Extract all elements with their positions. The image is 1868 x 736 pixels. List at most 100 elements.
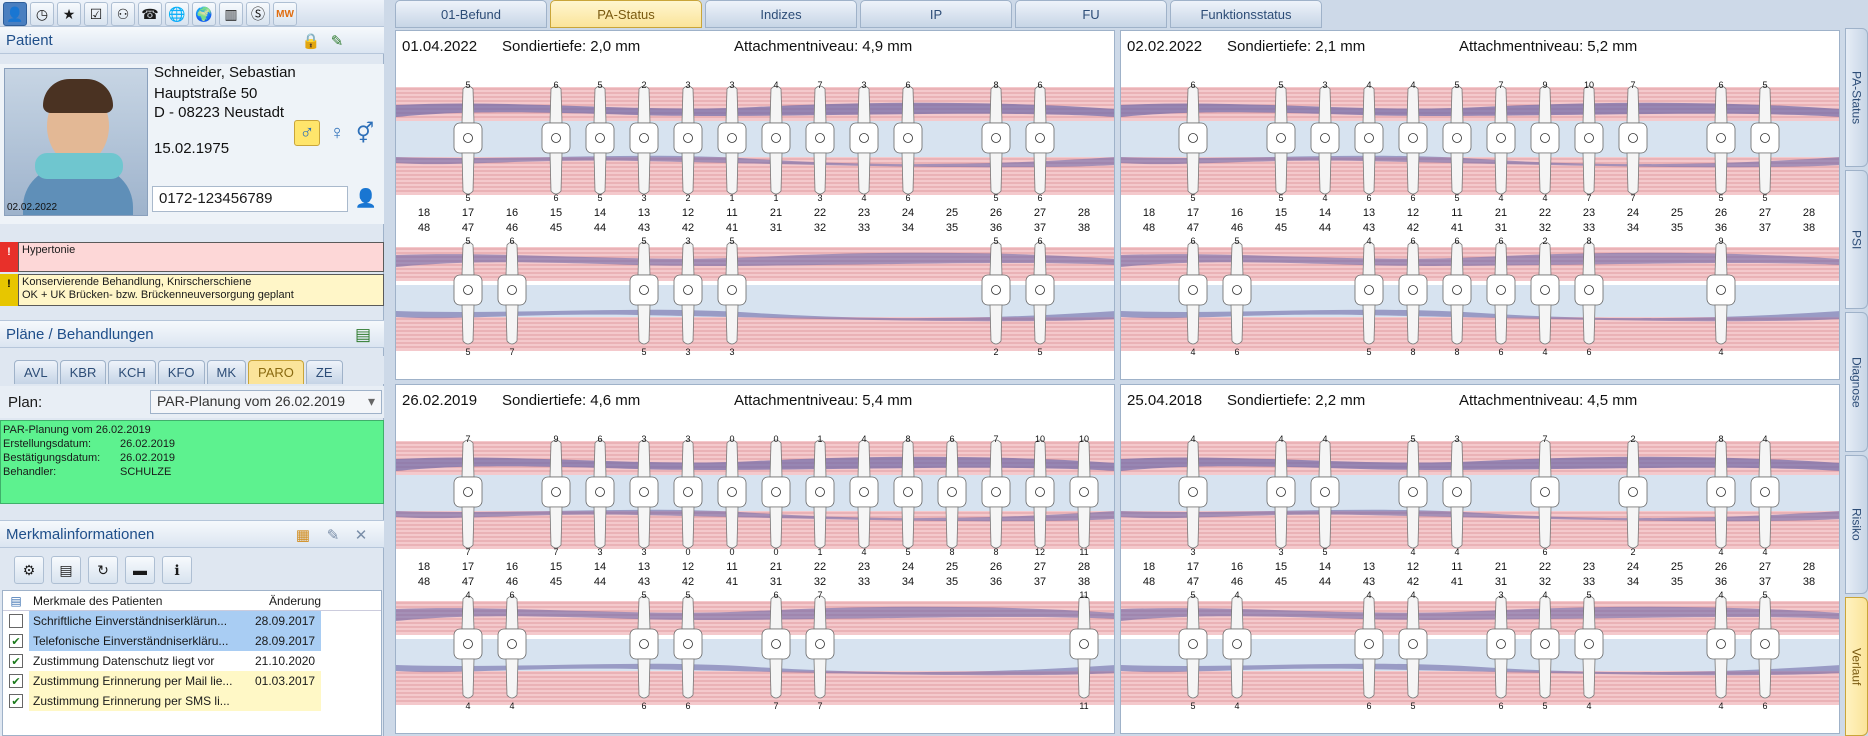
recession-value: 10 [1584, 80, 1594, 90]
tooth-root [769, 152, 783, 195]
row-checkbox[interactable]: ✔ [9, 674, 23, 688]
tab-verlauf[interactable]: Verlauf [1845, 596, 1868, 736]
plan-select[interactable]: PAR-Planung vom 26.02.2019 ▾ [150, 390, 382, 414]
mw-icon[interactable]: MW [273, 2, 297, 26]
recession-value: 0 [729, 434, 734, 444]
tab-indizes[interactable]: Indizes [705, 0, 857, 28]
checklist-icon[interactable]: ☑ [84, 2, 108, 26]
tooth-root [593, 439, 607, 478]
tab-mk[interactable]: MK [206, 360, 247, 384]
tab-label: Risiko [1849, 507, 1864, 541]
tooth-number: 35 [1671, 576, 1683, 588]
delete-icon[interactable]: ✕ [354, 527, 368, 544]
recession-value: 6 [1542, 547, 1547, 557]
tab-pa-status[interactable]: PA-Status [550, 0, 702, 28]
calendar-icon[interactable]: ◷ [30, 2, 54, 26]
recession-value: 2 [1630, 547, 1635, 557]
tooth-root [769, 85, 783, 124]
recession-value: 7 [817, 590, 822, 600]
tab-funktionsstatus[interactable]: Funktionsstatus [1170, 0, 1322, 28]
attachmentniveau: Attachmentniveau: 5,4 mm [734, 392, 912, 409]
info-icon[interactable]: ℹ [162, 556, 192, 584]
tooth-number: 11 [1451, 207, 1462, 219]
gum-line [396, 509, 1114, 522]
tooth-root [637, 439, 651, 478]
tab-ze[interactable]: ZE [305, 360, 343, 384]
table-row[interactable]: ✔ Telefonische Einverständniserkläru... 28… [3, 631, 381, 651]
table-row[interactable]: ✔ Zustimmung Erinnerung per SMS li... [3, 691, 381, 711]
recession-value: 4 [1542, 347, 1547, 357]
row-checkbox[interactable]: ✔ [9, 694, 23, 708]
recession-value: 4 [861, 547, 866, 557]
plan-export-icon[interactable]: ▤ [354, 325, 372, 344]
panel-header: 01.04.2022 Sondiertiefe: 2,0 mm Attachmentn… [396, 31, 1114, 61]
recession-value: 4 [1366, 590, 1371, 600]
globe-icon[interactable]: 🌐 [165, 2, 189, 26]
globe-2-icon[interactable]: 🌍 [192, 2, 216, 26]
group-icon[interactable]: ⚇ [111, 2, 135, 26]
grid-add-icon[interactable]: ▦ [295, 527, 311, 544]
tab-kbr[interactable]: KBR [59, 360, 107, 384]
attachmentniveau-label: Attachmentniveau: [734, 37, 859, 55]
tooth-number: 41 [726, 576, 738, 588]
male-gender-icon[interactable]: ♂ [294, 120, 320, 146]
tooth-root [1318, 85, 1332, 124]
monitor-icon[interactable]: ▬ [125, 556, 155, 584]
row-checkbox[interactable]: ✔ [9, 634, 23, 648]
edit-doc-icon[interactable]: ✎ [326, 527, 340, 544]
tooth-number: 26 [990, 207, 1002, 219]
tab-ip[interactable]: IP [860, 0, 1012, 28]
tab-psi[interactable]: PSI [1845, 170, 1868, 310]
tab-avl[interactable]: AVL [14, 360, 58, 384]
tooth-root [769, 658, 783, 699]
tooth-root [989, 241, 1003, 276]
s-icon[interactable]: Ⓢ [246, 2, 270, 26]
star-icon[interactable]: ★ [57, 2, 81, 26]
recession-value: 1 [817, 547, 822, 557]
plan-tabs: AVL KBR KCH KFO MK PARO ZE [0, 356, 384, 384]
contact-icon[interactable]: 👤 [354, 187, 378, 208]
female-gender-icon[interactable]: ♀ [329, 121, 345, 144]
column-name-header: Merkmale des Patienten [33, 593, 163, 608]
recession-value: 5 [641, 590, 646, 600]
gum-line [396, 252, 1114, 267]
recession-value: 5 [1322, 547, 1327, 557]
diverse-gender-icon[interactable]: ⚥ [355, 122, 375, 145]
tab-risiko[interactable]: Risiko [1845, 454, 1868, 594]
tooth-number: 43 [1363, 576, 1375, 588]
edit-icon[interactable]: ✎ [330, 33, 344, 50]
tooth-root [1582, 304, 1596, 345]
refresh-icon[interactable]: ↻ [88, 556, 118, 584]
recession-value: 5 [465, 80, 470, 90]
card-icon[interactable]: ▤ [51, 556, 81, 584]
tab-paro[interactable]: PARO [248, 360, 304, 384]
tooth-number: 25 [946, 561, 958, 573]
row-checkbox[interactable]: ✔ [9, 654, 23, 668]
tab-01-befund[interactable]: 01-Befund [395, 0, 547, 28]
table-row[interactable]: Schriftliche Einverständniserklärun... 28… [3, 611, 381, 631]
warning-treatment: ! Konservierende Behandlung, Knirschersc… [0, 274, 384, 306]
sondiertiefe-label: Sondiertiefe: [502, 37, 587, 55]
recession-value: 2 [1630, 434, 1635, 444]
patient-icon[interactable]: 👤 [3, 2, 27, 26]
tab-kfo[interactable]: KFO [157, 360, 205, 384]
tab-diagnose[interactable]: Diagnose [1845, 312, 1868, 452]
tab-fu[interactable]: FU [1015, 0, 1167, 28]
table-row[interactable]: ✔ Zustimmung Erinnerung per Mail lie... 01… [3, 671, 381, 691]
tooth-root [1274, 439, 1288, 478]
recession-value: 8 [1586, 236, 1591, 246]
lock-icon[interactable]: 🔒 [301, 33, 321, 50]
tab-kch[interactable]: KCH [108, 360, 156, 384]
settings-icon[interactable]: ⚙ [14, 556, 44, 584]
tooth-number: 21 [1495, 207, 1507, 219]
recession-value: 4 [509, 701, 514, 711]
tab-pa-status[interactable]: PA-Status [1845, 28, 1868, 168]
table-row[interactable]: ✔ Zustimmung Datenschutz liegt vor 21.10.2… [3, 651, 381, 671]
row-checkbox[interactable] [9, 614, 23, 628]
tooth-root [1318, 439, 1332, 478]
chart-icon[interactable]: ▥ [219, 2, 243, 26]
plan-info-key: Bestätigungsdatum: [3, 452, 101, 464]
tooth-root [461, 658, 475, 699]
tooth-number: 17 [462, 207, 474, 219]
phone-icon[interactable]: ☎ [138, 2, 162, 26]
